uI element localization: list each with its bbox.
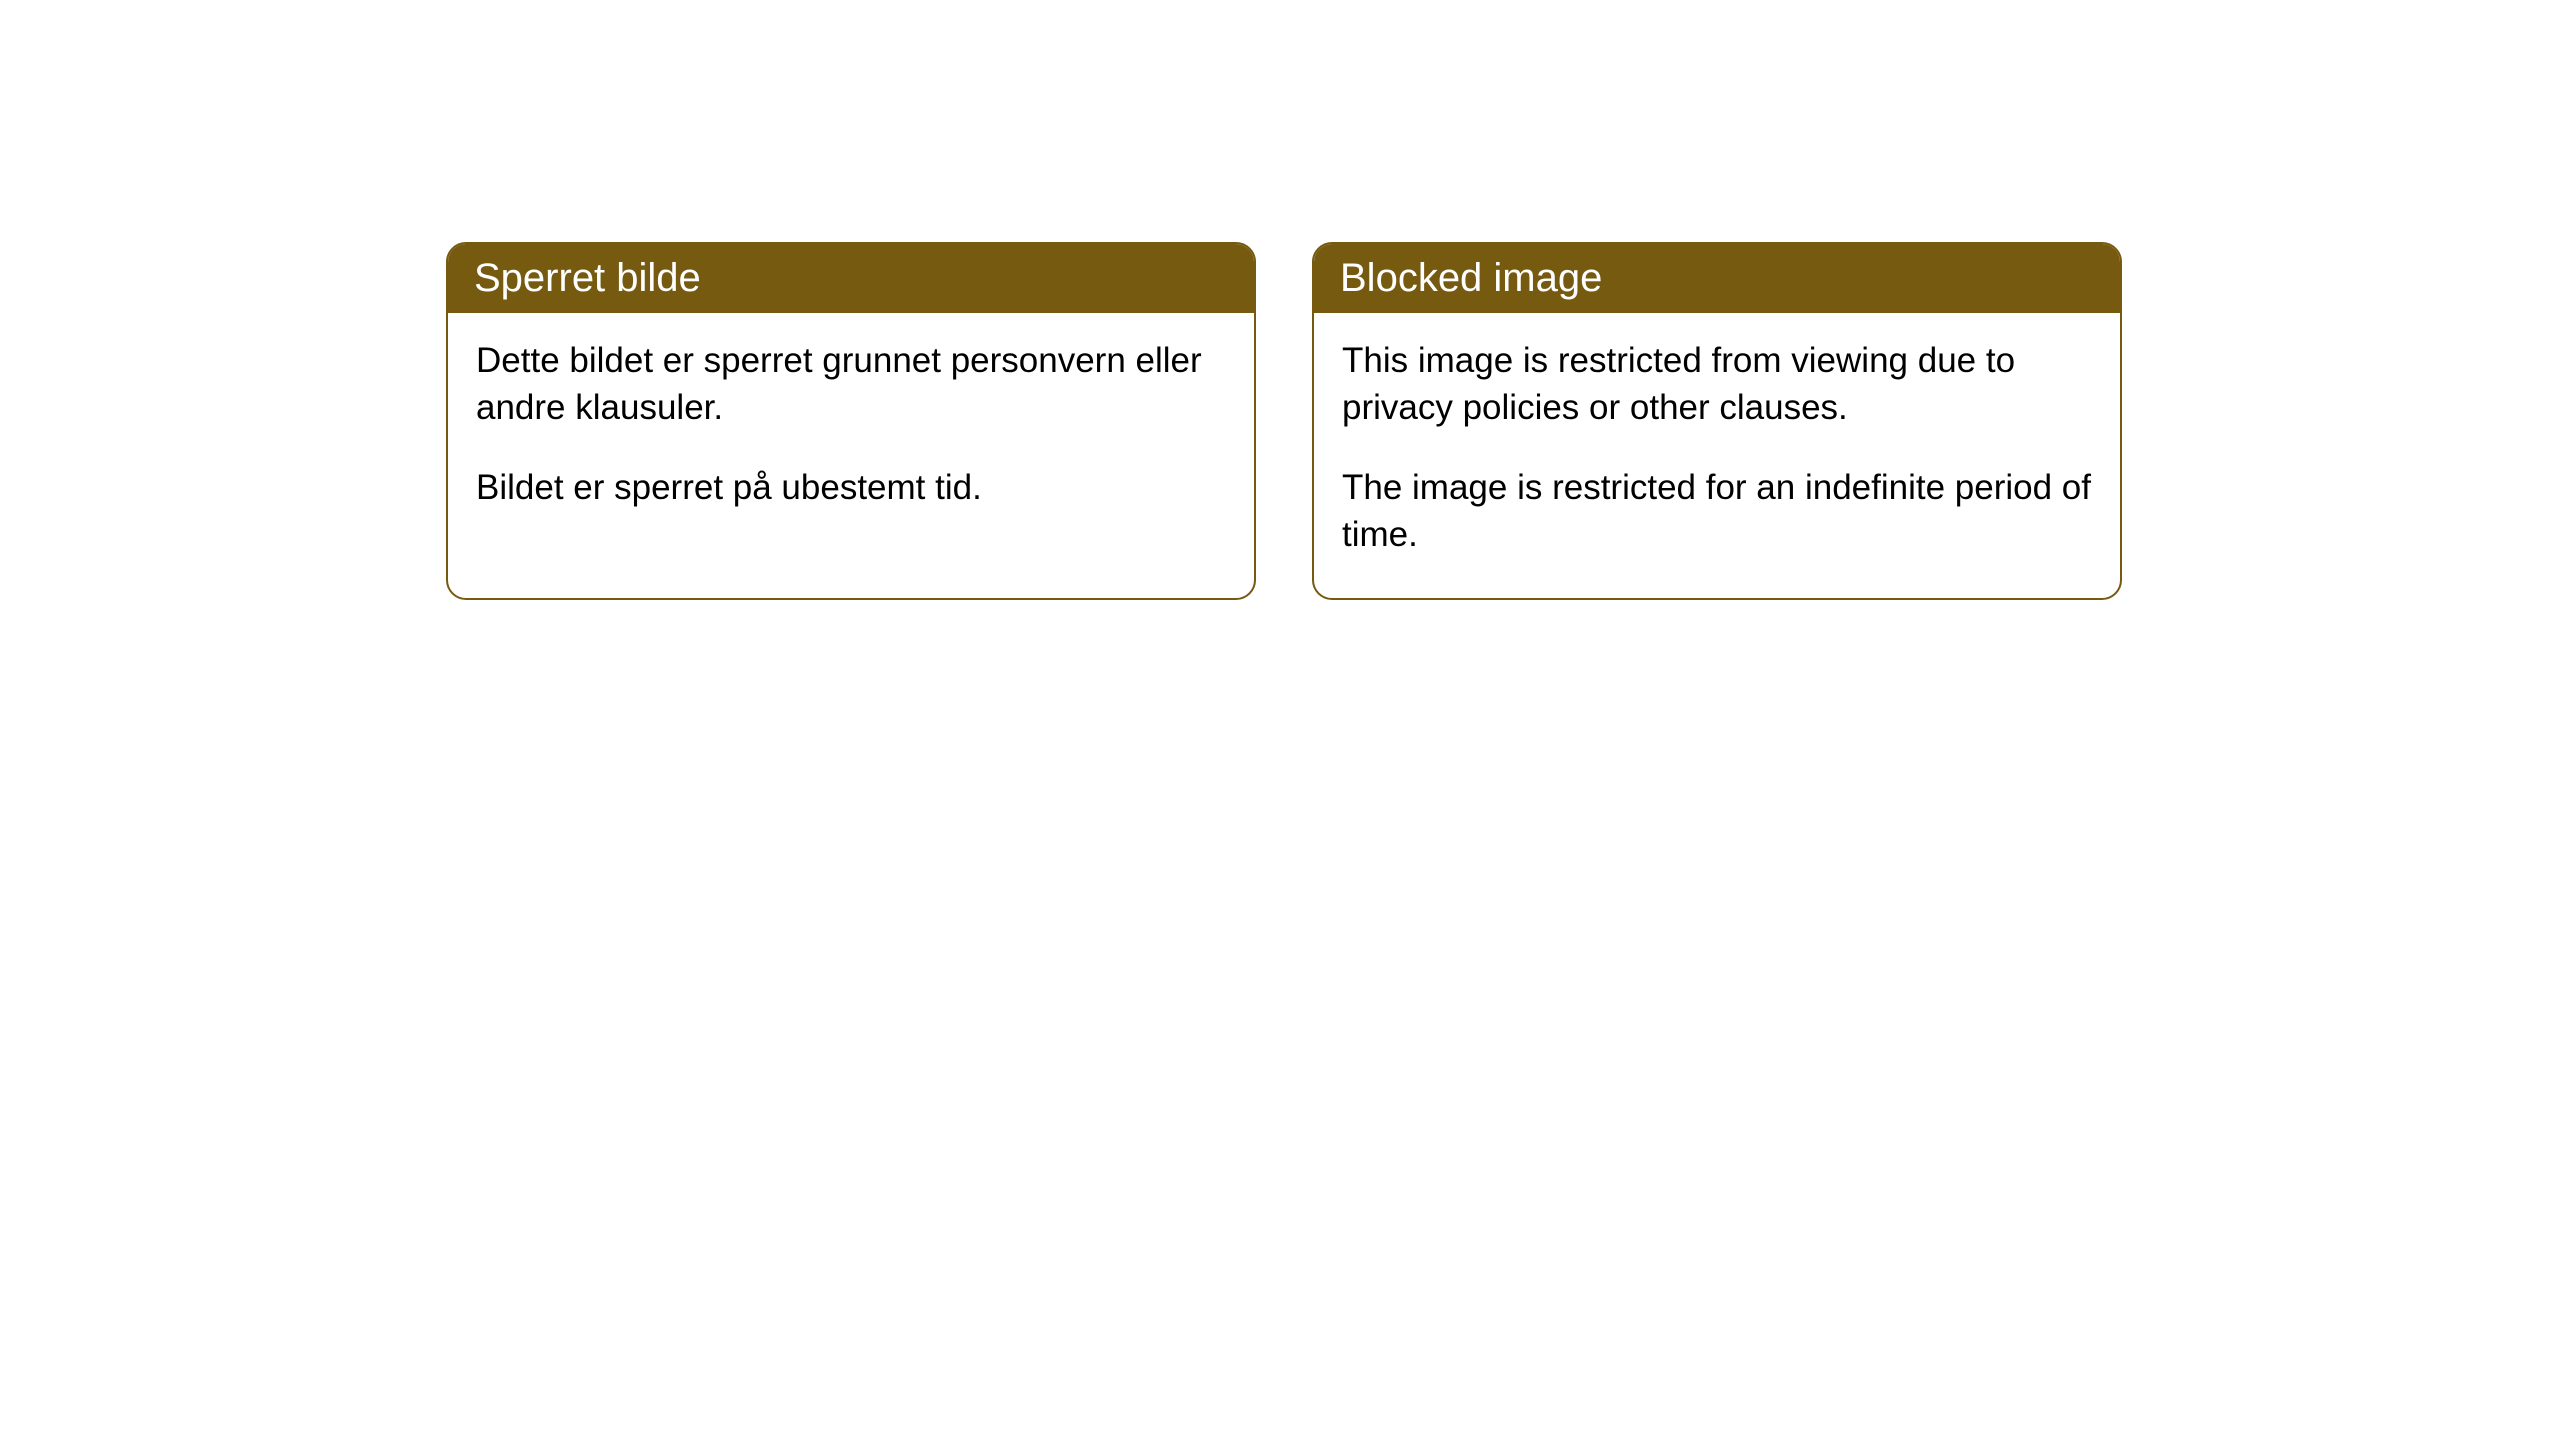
card-body: Dette bildet er sperret grunnet personve… — [448, 313, 1254, 551]
card-paragraph: The image is restricted for an indefinit… — [1342, 464, 2092, 559]
card-header: Sperret bilde — [448, 244, 1254, 313]
card-paragraph: Bildet er sperret på ubestemt tid. — [476, 464, 1226, 511]
notice-card-english: Blocked image This image is restricted f… — [1312, 242, 2122, 600]
card-body: This image is restricted from viewing du… — [1314, 313, 2120, 598]
card-paragraph: Dette bildet er sperret grunnet personve… — [476, 337, 1226, 432]
card-paragraph: This image is restricted from viewing du… — [1342, 337, 2092, 432]
notice-card-norwegian: Sperret bilde Dette bildet er sperret gr… — [446, 242, 1256, 600]
notice-container: Sperret bilde Dette bildet er sperret gr… — [446, 242, 2122, 600]
card-header: Blocked image — [1314, 244, 2120, 313]
